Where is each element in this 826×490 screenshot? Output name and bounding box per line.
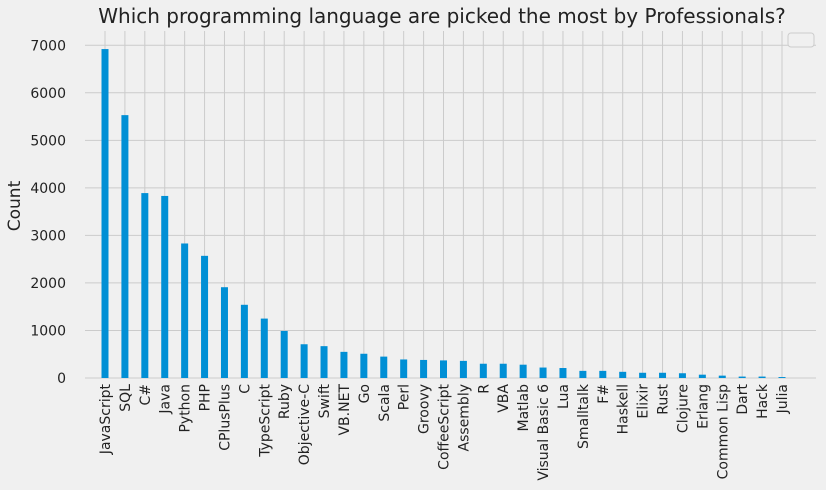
x-tick-label: Groovy bbox=[417, 384, 433, 434]
x-tick-label: Hack bbox=[755, 383, 771, 419]
x-tick-label: VB.NET bbox=[337, 384, 353, 436]
y-tick-label: 0 bbox=[57, 371, 66, 387]
x-tick-label: PHP bbox=[198, 384, 214, 411]
x-tick-label: TypeScript bbox=[257, 383, 273, 457]
bar-clojure bbox=[678, 373, 686, 378]
x-tick-label: Visual Basic 6 bbox=[536, 384, 552, 481]
bar-ruby bbox=[280, 330, 288, 378]
y-tick-label: 6000 bbox=[30, 86, 66, 102]
bar-javascript bbox=[101, 49, 109, 378]
bar-haskell bbox=[619, 371, 627, 378]
x-tick-label: Scala bbox=[377, 384, 393, 422]
x-tick-label: Rust bbox=[656, 384, 672, 415]
y-tick-label: 1000 bbox=[30, 323, 66, 339]
x-tick-label: Ruby bbox=[277, 384, 293, 419]
x-tick-label: Objective-C bbox=[297, 384, 313, 465]
x-tick-label: Lua bbox=[556, 384, 572, 409]
bar-assembly bbox=[459, 360, 467, 378]
bar-cplusplus bbox=[220, 287, 228, 378]
y-tick-labels: 0 1000 2000 3000 4000 5000 6000 7000 bbox=[30, 38, 66, 387]
bar-sql bbox=[121, 115, 129, 378]
bar-c bbox=[240, 304, 248, 378]
x-tick-label: Clojure bbox=[675, 384, 691, 433]
chart-title: Which programming language are picked th… bbox=[98, 4, 785, 28]
bar-scala bbox=[380, 356, 388, 378]
bar-coffeescript bbox=[440, 360, 447, 378]
x-tick-label: SQL bbox=[118, 384, 134, 412]
x-tick-label: VBA bbox=[496, 384, 512, 413]
x-tick-label: Swift bbox=[317, 383, 333, 418]
bar-visual-basic-6 bbox=[539, 367, 547, 378]
y-tick-label: 5000 bbox=[30, 133, 66, 149]
bar-rust bbox=[659, 372, 667, 378]
bar-vb-net bbox=[340, 351, 348, 378]
x-tick-label: F# bbox=[596, 384, 612, 404]
y-axis-label: Count bbox=[5, 180, 25, 231]
x-tick-label: Haskell bbox=[616, 384, 632, 434]
x-tick-label: Elixir bbox=[636, 384, 652, 419]
bar-vba bbox=[499, 363, 507, 378]
x-tick-label: Java bbox=[158, 384, 174, 415]
x-tick-label: JavaScript bbox=[98, 383, 114, 455]
bar-typescript bbox=[260, 318, 268, 378]
bar-r bbox=[479, 363, 487, 378]
bar-smalltalk bbox=[579, 370, 587, 378]
x-tick-label: Erlang bbox=[695, 384, 711, 429]
bar-lua bbox=[559, 368, 567, 378]
bar-julia bbox=[778, 377, 786, 378]
x-tick-label: Dart bbox=[735, 383, 751, 414]
bar-swift bbox=[320, 346, 328, 378]
bar-f- bbox=[599, 370, 607, 378]
bar-objective-c bbox=[300, 344, 308, 378]
bars bbox=[101, 49, 786, 378]
bar-matlab bbox=[519, 364, 527, 378]
bar-php bbox=[201, 255, 209, 378]
legend-box bbox=[787, 32, 815, 48]
x-tick-label: CoffeeScript bbox=[437, 383, 453, 469]
x-tick-label: Matlab bbox=[516, 384, 532, 432]
x-tick-label: Smalltalk bbox=[576, 383, 592, 449]
bar-elixir bbox=[639, 372, 647, 378]
y-tick-label: 4000 bbox=[30, 181, 66, 197]
x-tick-label: C# bbox=[138, 384, 154, 406]
y-tick-label: 3000 bbox=[30, 228, 66, 244]
y-tick-label: 2000 bbox=[30, 276, 66, 292]
x-tick-label: Julia bbox=[775, 384, 791, 414]
x-tick-label: R bbox=[476, 384, 492, 394]
bar-c- bbox=[141, 193, 149, 378]
bar-hack bbox=[758, 376, 766, 378]
bar-python bbox=[181, 243, 189, 378]
bar-java bbox=[161, 195, 169, 378]
x-tick-label: CPlusPlus bbox=[217, 384, 233, 451]
x-tick-label: Assembly bbox=[456, 384, 472, 451]
bar-perl bbox=[400, 359, 408, 378]
bar-erlang bbox=[698, 374, 706, 378]
y-tick-label: 7000 bbox=[30, 38, 66, 54]
bar-groovy bbox=[420, 359, 428, 378]
x-tick-label: Perl bbox=[397, 384, 413, 410]
bar-common-lisp bbox=[718, 375, 726, 378]
x-tick-label: Go bbox=[357, 384, 373, 403]
x-tick-label: C bbox=[237, 384, 253, 394]
bar-go bbox=[360, 353, 368, 378]
x-tick-label: Python bbox=[178, 384, 194, 433]
x-tick-labels: JavaScript SQL C# Java Python PHP CPlusPlus C Ty… bbox=[98, 383, 791, 481]
x-tick-label: Common Lisp bbox=[715, 384, 731, 479]
bar-dart bbox=[738, 376, 746, 378]
